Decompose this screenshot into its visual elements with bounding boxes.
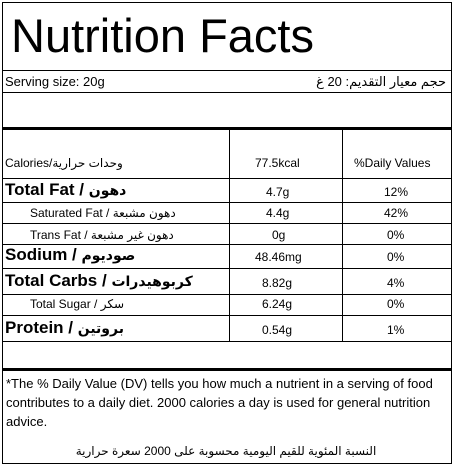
total-sugar-dv: 0%: [387, 297, 405, 311]
header-rule: [2, 178, 452, 179]
row-rule-7: [2, 341, 452, 342]
trans-fat-dv: 0%: [387, 228, 405, 242]
frame-left: [2, 2, 3, 464]
frame-bottom: [2, 463, 452, 464]
total-sugar-label: Total Sugar / سكر: [30, 297, 125, 311]
sodium-label: Sodium / صوديوم: [5, 245, 136, 264]
total-carbs-amount: 8.82g: [262, 276, 293, 290]
row-rule-5: [2, 294, 452, 295]
trans-fat-label: Trans Fat / دهون غير مشبعة: [30, 228, 174, 242]
frame-top: [2, 2, 452, 3]
calories-label: Calories/وحدات حرارية: [5, 156, 123, 170]
sodium-dv: 0%: [387, 250, 405, 264]
protein-amount: 0.54g: [262, 323, 293, 337]
footnote-ar: النسبة المئوية للقيم اليومية محسوبة على …: [75, 444, 377, 458]
col-rule-1: [229, 130, 230, 341]
total-fat-amount: 4.7g: [266, 185, 290, 199]
row-rule-3: [2, 244, 452, 245]
total-sugar-amount: 6.24g: [262, 297, 293, 311]
total-fat-label: Total Fat / دهون: [5, 180, 127, 199]
thick-divider: [2, 127, 452, 130]
total-carbs-dv: 4%: [387, 276, 405, 290]
row-rule-1: [2, 202, 452, 203]
footnote-rule: [2, 368, 452, 371]
label-title: Nutrition Facts: [11, 9, 314, 62]
row-rule-6: [2, 315, 452, 316]
rule-under-serving: [2, 92, 452, 93]
col-rule-2: [342, 130, 343, 341]
frame-right: [451, 2, 452, 464]
protein-label: Protein / بروتين: [5, 318, 124, 337]
total-carbs-label: Total Carbs / كربوهيدرات: [5, 271, 193, 290]
daily-values-header: %Daily Values: [354, 156, 431, 170]
row-rule-4: [2, 268, 452, 269]
rule-under-title: [2, 70, 452, 71]
trans-fat-amount: 0g: [272, 228, 286, 242]
row-rule-2: [2, 223, 452, 224]
calories-value: 77.5kcal: [255, 156, 300, 170]
protein-dv: 1%: [387, 323, 405, 337]
serving-size-ar: حجم معيار التقديم: 20 غ: [316, 74, 446, 89]
saturated-fat-dv: 42%: [384, 206, 409, 220]
footnote-en: *The % Daily Value (DV) tells you how mu…: [6, 376, 433, 429]
saturated-fat-label: Saturated Fat / دهون مشبعة: [30, 206, 176, 220]
serving-size-en: Serving size: 20g: [5, 74, 105, 89]
saturated-fat-amount: 4.4g: [266, 206, 290, 220]
sodium-amount: 48.46mg: [255, 250, 302, 264]
total-fat-dv: 12%: [384, 185, 409, 199]
